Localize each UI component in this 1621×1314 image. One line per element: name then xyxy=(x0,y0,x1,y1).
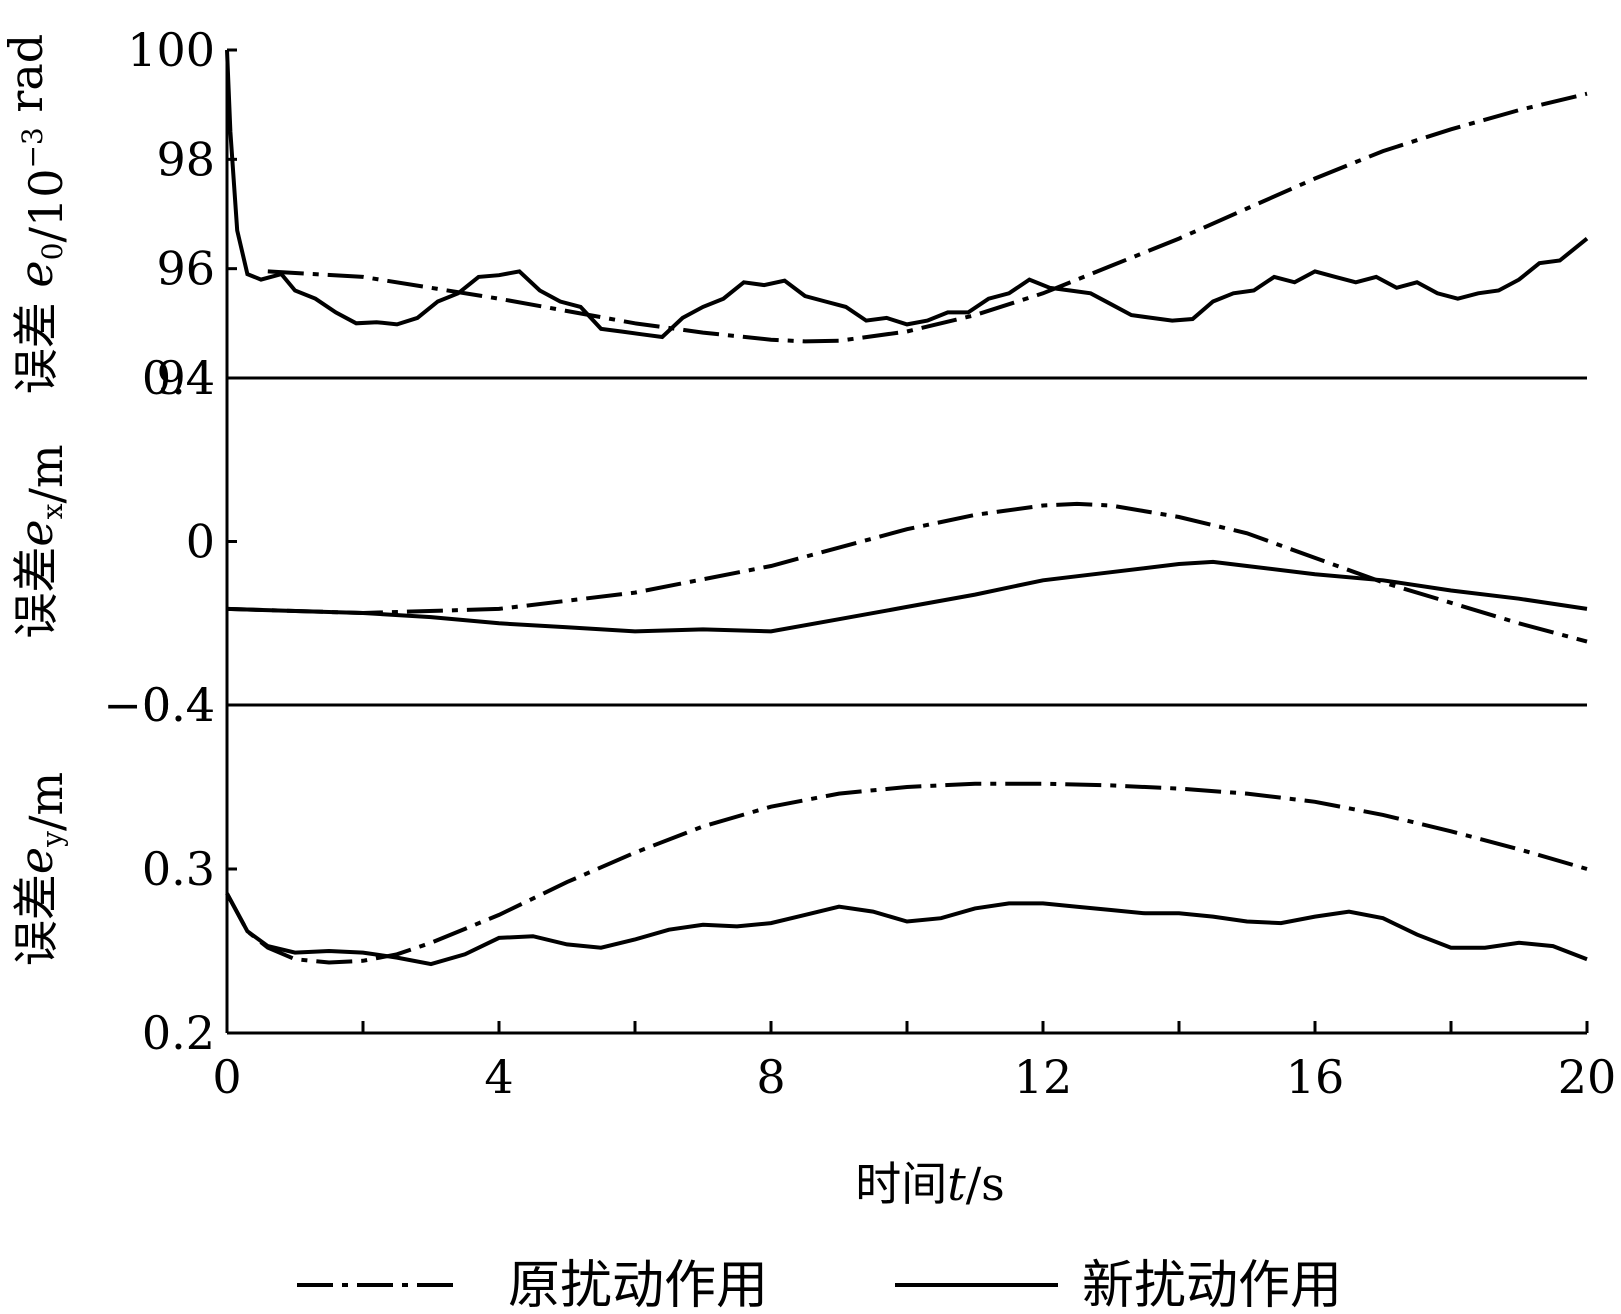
y-axis-title-e0: 误差 e0/10−3 rad xyxy=(0,34,73,394)
y-tick-label-e0: 100 xyxy=(127,23,215,77)
y-tick-label-ey: 0.4 xyxy=(142,678,215,732)
y-tick-label-e0: 98 xyxy=(156,132,215,186)
legend: 原扰动作用 新扰动作用 xyxy=(297,1256,1342,1314)
y-tick-label-ey: 0.2 xyxy=(142,1006,215,1060)
series-new-ey xyxy=(225,892,1588,967)
x-axis-title: 时间t/s xyxy=(855,1157,1005,1211)
panel-e0: 94 96 98 100 误差 e0/10−3 rad xyxy=(0,23,1589,405)
y-tick-label-e0: 96 xyxy=(156,242,215,296)
legend-label-new: 新扰动作用 xyxy=(1082,1256,1342,1314)
series-orig-e0 xyxy=(267,91,1588,344)
y-axis-title-ey: 误差ey/m xyxy=(9,772,73,966)
y-axis-title-ex: 误差ex/m xyxy=(9,444,73,638)
panel-ey: 0.2 0.3 0.4 误差ey/m xyxy=(9,678,1588,1060)
panel-ex: −0.4 0 0.4 误差ex/m xyxy=(9,351,1588,732)
series-new-ex xyxy=(226,559,1588,634)
x-tick-label: 16 xyxy=(1286,1050,1345,1104)
plot-area: 94 96 98 100 误差 e0/10−3 rad −0.4 0 0.4 误差ex/m 0.2… xyxy=(0,23,1616,1104)
y-tick-label-ex: −0.4 xyxy=(103,678,215,732)
series-new-e0 xyxy=(225,49,1589,340)
legend-label-orig: 原扰动作用 xyxy=(508,1256,768,1314)
x-tick-label: 20 xyxy=(1558,1050,1617,1104)
x-tick-label: 0 xyxy=(212,1050,241,1104)
x-tick-label: 12 xyxy=(1014,1050,1073,1104)
x-tick-label: 4 xyxy=(484,1050,513,1104)
y-tick-label-e0: 94 xyxy=(156,351,215,405)
series-orig-ex xyxy=(226,501,1588,644)
y-tick-label-ex: 0 xyxy=(186,515,215,569)
x-tick-label: 8 xyxy=(756,1050,785,1104)
series-orig-ey xyxy=(225,781,1588,965)
y-tick-label-ex: 0.4 xyxy=(142,351,215,405)
y-tick-label-ey: 0.3 xyxy=(142,842,215,896)
